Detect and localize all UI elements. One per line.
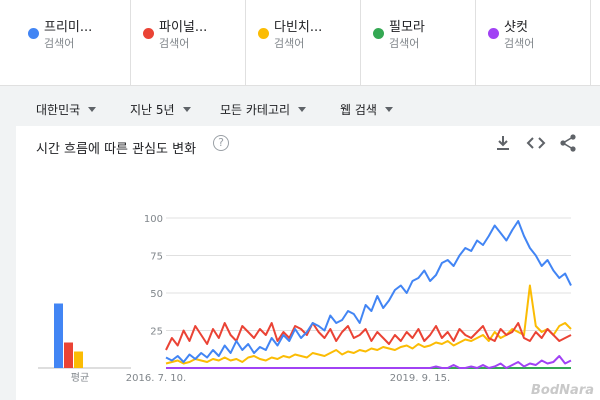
interest-over-time-card: 시간 흐름에 따른 관심도 변화 ?	[16, 126, 600, 400]
term-color-dot	[488, 28, 499, 39]
term-final[interactable]: 파이널... 검색어	[131, 0, 246, 85]
term-color-dot	[143, 28, 154, 39]
x-tick-label: 2019. 9. 15.	[390, 373, 450, 384]
card-title: 시간 흐름에 따른 관심도 변화	[36, 142, 197, 157]
watermark: BodNara	[531, 383, 594, 398]
caret-down-icon	[384, 107, 393, 112]
term-shotcut[interactable]: 샷컷 검색어	[476, 0, 591, 85]
term-color-dot	[28, 28, 39, 39]
region-dropdown[interactable]: 대한민국	[36, 101, 97, 118]
term-name: 다빈치...	[274, 20, 323, 35]
term-filmora[interactable]: 필모라 검색어	[361, 0, 476, 85]
term-type: 검색어	[274, 37, 305, 50]
interest-chart: 25 50 75 100 2016. 7. 10. 2019. 9. 15. 평균	[38, 214, 572, 384]
series-line	[165, 284, 572, 365]
chart-labels: 25 50 75 100 2016. 7. 10. 2019. 9. 15. 평균	[71, 214, 450, 384]
period-label: 지난 5년	[130, 103, 175, 117]
y-tick-label: 25	[150, 327, 163, 338]
term-name: 필모라	[389, 20, 425, 35]
average-bar	[64, 342, 73, 368]
region-label: 대한민국	[36, 103, 81, 117]
average-bars	[38, 303, 131, 369]
chart-series	[165, 220, 572, 369]
term-premiere[interactable]: 프리미... 검색어	[16, 0, 131, 85]
y-tick-label: 75	[150, 252, 163, 263]
category-dropdown[interactable]: 모든 카테고리	[220, 101, 307, 118]
series-line	[165, 322, 572, 351]
term-type: 검색어	[504, 37, 535, 50]
embed-icon[interactable]	[525, 132, 547, 154]
caret-down-icon	[182, 107, 191, 112]
average-bar	[74, 351, 83, 368]
help-icon[interactable]: ?	[213, 135, 229, 151]
chart-gridlines	[166, 217, 571, 369]
period-dropdown[interactable]: 지난 5년	[130, 101, 191, 118]
caret-down-icon	[88, 107, 97, 112]
caret-down-icon	[298, 107, 307, 112]
term-name: 프리미...	[44, 20, 93, 35]
term-color-dot	[373, 28, 384, 39]
y-tick-label: 50	[150, 289, 163, 300]
term-type: 검색어	[389, 37, 420, 50]
term-name: 샷컷	[504, 20, 528, 35]
term-color-dot	[258, 28, 269, 39]
term-type: 검색어	[44, 37, 75, 50]
category-label: 모든 카테고리	[220, 103, 291, 117]
search-type-dropdown[interactable]: 웹 검색	[340, 101, 393, 118]
download-icon[interactable]	[492, 132, 514, 154]
series-line	[165, 220, 572, 363]
y-tick-label: 100	[144, 214, 163, 225]
term-davinci[interactable]: 다빈치... 검색어	[246, 0, 361, 85]
average-label: 평균	[71, 372, 89, 384]
term-type: 검색어	[159, 37, 190, 50]
term-name: 파이널...	[159, 20, 208, 35]
series-line	[166, 355, 572, 369]
filter-bar: 대한민국 지난 5년 모든 카테고리 웹 검색	[0, 86, 600, 130]
x-tick-label: 2016. 7. 10.	[126, 373, 186, 384]
search-type-label: 웹 검색	[340, 103, 377, 117]
average-bar	[54, 303, 63, 368]
share-icon[interactable]	[557, 132, 579, 154]
search-terms-bar: 프리미... 검색어 파이널... 검색어 다빈치... 검색어 필모라 검색어…	[0, 0, 600, 86]
